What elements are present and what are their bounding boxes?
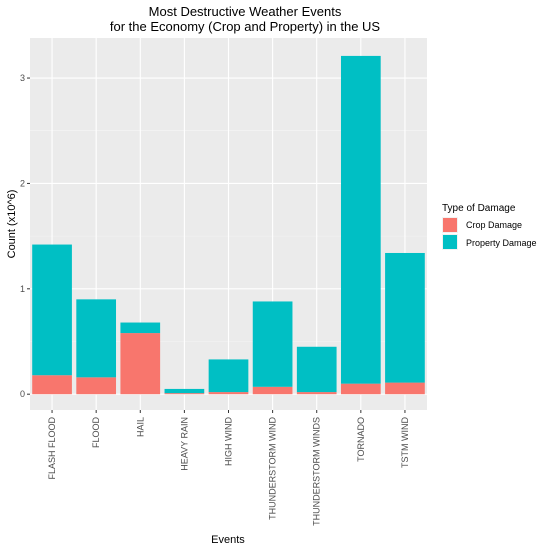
bar-crop-damage — [340, 383, 381, 395]
bar-property-damage — [296, 346, 337, 393]
chart-title-line-2: for the Economy (Crop and Property) in t… — [110, 19, 381, 34]
x-tick-label: FLOOD — [91, 417, 101, 449]
legend-swatch-crop — [443, 218, 457, 232]
bar-crop-damage — [120, 333, 161, 395]
bar-property-damage — [252, 301, 293, 387]
bar-crop-damage — [252, 386, 293, 395]
y-tick-label: 2 — [20, 178, 25, 188]
bar-property-damage — [385, 252, 425, 383]
x-tick-label: HIGH WIND — [224, 417, 234, 466]
chart-title-line-1: Most Destructive Weather Events — [149, 4, 342, 19]
bar-property-damage — [76, 299, 117, 378]
y-tick-label: 0 — [20, 389, 25, 399]
x-tick-label: TSTM WIND — [400, 417, 410, 468]
y-axis-title: Count (x10^6) — [6, 190, 18, 259]
x-tick-label: HAIL — [135, 417, 145, 437]
bar-property-damage — [32, 244, 72, 376]
x-tick-label: THUNDERSTORM WIND — [268, 417, 278, 520]
bar-crop-damage — [32, 375, 72, 395]
x-tick-label: HEAVY RAIN — [179, 417, 189, 471]
y-tick-label: 3 — [20, 73, 25, 83]
x-axis: FLASH FLOOD FLOOD HAIL HEAVY RAIN HIGH WIND T… — [47, 410, 410, 526]
legend-label-crop: Crop Damage — [466, 220, 522, 230]
bar-crop-damage — [164, 393, 205, 395]
x-axis-title: Events — [211, 534, 245, 546]
x-tick-label: TORNADO — [356, 417, 366, 462]
legend: Type of Damage Crop Damage Property Dama… — [442, 203, 537, 250]
bars — [32, 55, 425, 395]
bar-crop-damage — [208, 392, 249, 395]
x-tick-label: FLASH FLOOD — [47, 417, 57, 480]
bar-crop-damage — [76, 377, 117, 395]
bar-property-damage — [120, 322, 161, 334]
legend-swatch-property — [443, 235, 457, 249]
bar-crop-damage — [296, 392, 337, 395]
legend-label-property: Property Damage — [466, 238, 537, 248]
bar-property-damage — [340, 55, 381, 384]
bar-property-damage — [208, 359, 249, 393]
legend-title: Type of Damage — [442, 203, 516, 214]
bar-crop-damage — [385, 382, 425, 395]
y-tick-label: 1 — [20, 284, 25, 294]
bar-property-damage — [164, 388, 205, 394]
x-tick-label: THUNDERSTORM WINDS — [312, 417, 322, 526]
y-axis: 0 1 2 3 — [20, 73, 30, 399]
